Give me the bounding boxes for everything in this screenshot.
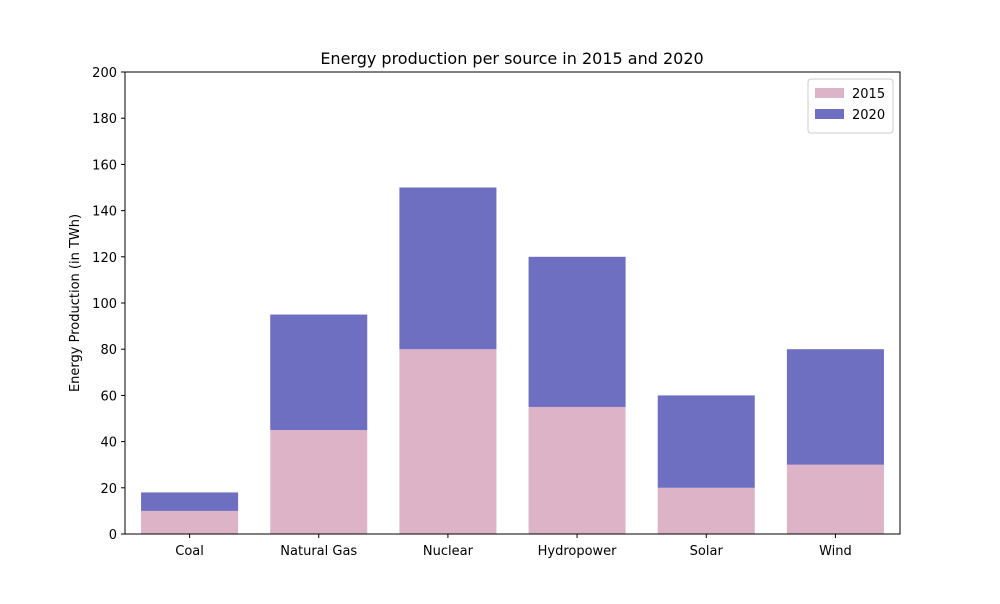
bar-2015-hydropower xyxy=(528,406,626,534)
legend-swatch-2020 xyxy=(815,109,844,119)
x-tick-label: Hydropower xyxy=(538,544,618,559)
x-tick-label: Coal xyxy=(175,544,204,559)
x-tick-label: Wind xyxy=(819,544,852,559)
bar-2020-nuclear xyxy=(399,187,497,350)
bar-2020-hydropower xyxy=(528,256,626,407)
x-tick-label: Nuclear xyxy=(423,544,474,559)
bar-2020-solar xyxy=(657,395,755,488)
y-tick-label: 60 xyxy=(100,389,117,404)
legend: 2015 2020 xyxy=(807,78,894,134)
bar-2020-natural-gas xyxy=(270,314,368,431)
plot-frame xyxy=(124,71,901,535)
bar-2020-coal xyxy=(141,492,239,511)
bar-2015-solar xyxy=(657,487,755,534)
y-axis-title: Energy Production (in TWh) xyxy=(68,214,83,392)
chart-title: Energy production per source in 2015 and… xyxy=(320,49,703,68)
bar-2015-nuclear xyxy=(399,349,497,534)
x-tick-label: Natural Gas xyxy=(280,544,357,559)
legend-swatch-2015 xyxy=(815,88,844,98)
legend-label-2020: 2020 xyxy=(852,108,885,123)
y-tick-label: 100 xyxy=(92,297,117,312)
y-tick-label: 120 xyxy=(92,251,117,266)
y-tick-label: 160 xyxy=(92,158,117,173)
y-tick-label: 0 xyxy=(109,528,117,543)
x-tick-label: Solar xyxy=(690,544,724,559)
x-axis: Coal Natural Gas Nuclear Hydropower Solar Win… xyxy=(175,534,852,559)
y-tick-label: 140 xyxy=(92,205,117,220)
bar-2020-wind xyxy=(786,349,884,465)
bar-2015-natural-gas xyxy=(270,430,368,534)
y-tick-label: 80 xyxy=(100,343,117,358)
y-tick-label: 200 xyxy=(92,66,117,81)
y-tick-label: 20 xyxy=(100,482,117,497)
bars-layer xyxy=(141,187,884,534)
y-axis: 0 20 40 60 80 100 120 140 160 180 200 xyxy=(92,66,125,543)
bar-2015-wind xyxy=(786,464,884,534)
y-tick-label: 180 xyxy=(92,112,117,127)
legend-label-2015: 2015 xyxy=(852,87,885,102)
bar-2015-coal xyxy=(141,510,239,534)
y-tick-label: 40 xyxy=(100,436,117,451)
